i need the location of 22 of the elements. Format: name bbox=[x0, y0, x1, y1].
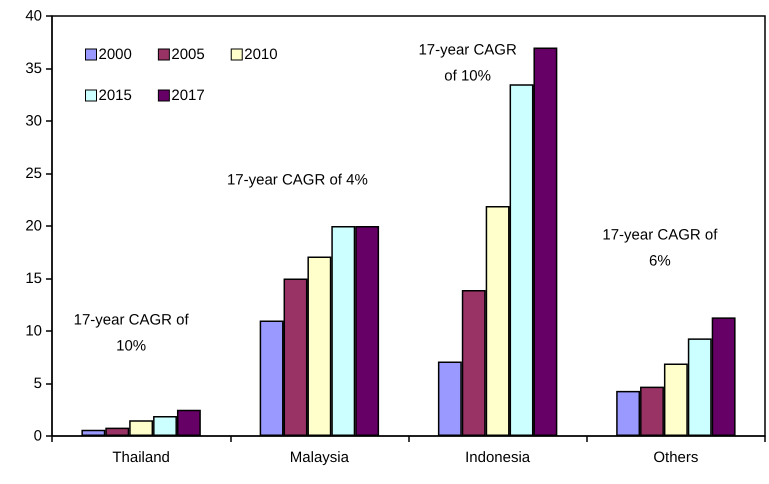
annotation: 17-year CAGR of 6% bbox=[602, 226, 718, 270]
y-tick-label: 10 bbox=[25, 322, 42, 340]
y-tick-label: 15 bbox=[25, 270, 42, 287]
legend-label: 2017 bbox=[171, 87, 205, 104]
y-tick-label: 25 bbox=[25, 165, 42, 182]
y-tick-label: 35 bbox=[25, 60, 42, 77]
y-tick-label: 40 bbox=[25, 8, 42, 24]
annotation: 17-year CAGR of 4% bbox=[226, 172, 368, 188]
y-tick-label: 0 bbox=[34, 428, 42, 444]
annotation: 17-year CAGR of 10% bbox=[418, 42, 517, 84]
annotation: 17-year CAGR of 10% bbox=[74, 312, 190, 354]
x-tick-label: Thailand bbox=[112, 449, 170, 466]
y-tick-label: 20 bbox=[25, 218, 42, 234]
legend-label: 2010 bbox=[244, 46, 278, 63]
legend-label: 2000 bbox=[98, 46, 132, 63]
y-tick-label: 30 bbox=[25, 112, 42, 130]
x-tick-label: Malaysia bbox=[290, 449, 350, 466]
y-tick-label: 5 bbox=[34, 375, 42, 392]
legend-label: 2005 bbox=[171, 46, 205, 63]
x-tick-label: Indonesia bbox=[465, 449, 531, 466]
x-tick-label: Others bbox=[653, 449, 698, 466]
legend-label: 2015 bbox=[98, 87, 132, 104]
